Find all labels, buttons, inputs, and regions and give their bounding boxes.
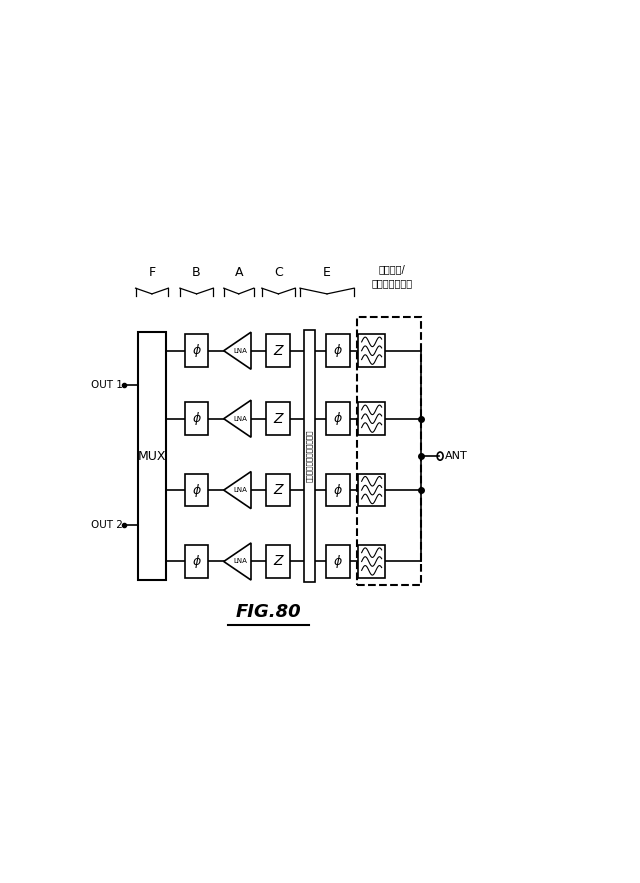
Text: LNA: LNA	[234, 416, 248, 422]
Text: LNA: LNA	[234, 559, 248, 564]
Text: E: E	[323, 267, 331, 279]
Text: B: B	[192, 267, 201, 279]
Bar	[326, 474, 350, 507]
Bar	[358, 474, 385, 507]
Bar	[326, 335, 350, 367]
Text: Z: Z	[274, 343, 283, 358]
Text: スイッチングネットワーク: スイッチングネットワーク	[306, 430, 312, 482]
Polygon shape	[224, 332, 251, 369]
Text: $\phi$: $\phi$	[333, 481, 343, 499]
Text: $\phi$: $\phi$	[191, 343, 202, 359]
Bar	[185, 545, 209, 577]
Bar	[138, 332, 166, 580]
Bar	[185, 403, 209, 435]
Text: マルチプレクサ: マルチプレクサ	[372, 278, 413, 288]
Bar	[185, 474, 209, 507]
Bar	[304, 330, 315, 582]
Bar	[266, 545, 291, 577]
Text: $\phi$: $\phi$	[333, 343, 343, 359]
Bar	[266, 335, 291, 367]
Text: OUT 2: OUT 2	[90, 520, 122, 531]
Text: LNA: LNA	[234, 348, 248, 354]
Bar	[266, 403, 291, 435]
Bar	[358, 403, 385, 435]
Bar	[185, 335, 209, 367]
Polygon shape	[224, 400, 251, 437]
Bar	[266, 474, 291, 507]
Text: OUT 1: OUT 1	[90, 380, 122, 389]
Text: $\phi$: $\phi$	[191, 481, 202, 499]
Bar	[326, 403, 350, 435]
Text: FIG.80: FIG.80	[236, 603, 301, 622]
Text: $\phi$: $\phi$	[191, 553, 202, 570]
Text: フィルタ/: フィルタ/	[379, 264, 406, 274]
Bar	[326, 545, 350, 577]
Bar	[356, 317, 421, 585]
Bar	[358, 545, 385, 577]
Text: Z: Z	[274, 411, 283, 426]
Text: ANT: ANT	[445, 451, 468, 461]
Bar	[358, 335, 385, 367]
Text: A: A	[234, 267, 243, 279]
Polygon shape	[224, 543, 251, 580]
Text: Z: Z	[274, 483, 283, 497]
Polygon shape	[224, 472, 251, 509]
Text: C: C	[274, 267, 283, 279]
Text: F: F	[148, 267, 156, 279]
Text: $\phi$: $\phi$	[333, 411, 343, 427]
Text: MUX: MUX	[138, 449, 166, 463]
Text: LNA: LNA	[234, 487, 248, 493]
Text: $\phi$: $\phi$	[333, 553, 343, 570]
Text: Z: Z	[274, 555, 283, 569]
Text: $\phi$: $\phi$	[191, 411, 202, 427]
